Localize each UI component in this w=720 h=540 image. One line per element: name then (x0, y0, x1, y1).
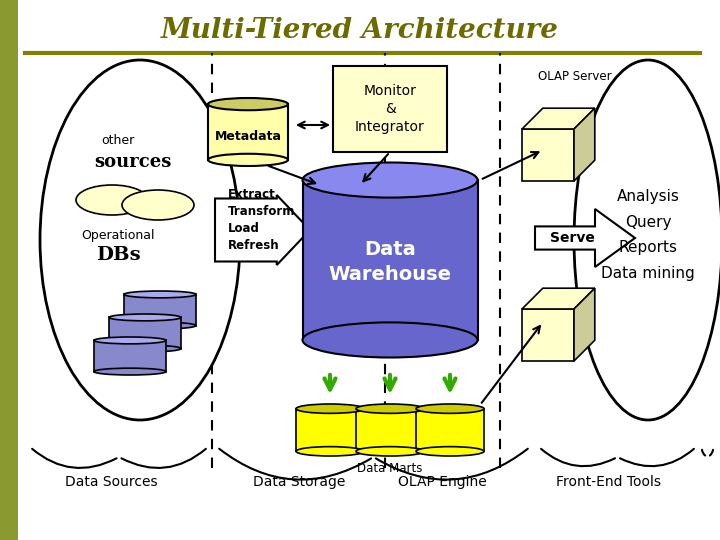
Ellipse shape (356, 404, 424, 413)
Ellipse shape (296, 404, 364, 413)
FancyBboxPatch shape (302, 180, 477, 340)
FancyBboxPatch shape (0, 0, 18, 540)
Ellipse shape (208, 98, 288, 110)
FancyBboxPatch shape (296, 409, 364, 451)
Text: Monitor
&
Integrator: Monitor & Integrator (355, 84, 425, 134)
Text: OLAP Engine: OLAP Engine (398, 475, 487, 489)
Ellipse shape (296, 447, 364, 456)
Ellipse shape (124, 322, 196, 329)
FancyBboxPatch shape (94, 340, 166, 372)
Ellipse shape (416, 404, 484, 413)
Ellipse shape (574, 60, 720, 420)
FancyBboxPatch shape (208, 104, 288, 160)
Text: Data Marts: Data Marts (357, 462, 423, 475)
Polygon shape (535, 209, 635, 267)
Ellipse shape (40, 60, 240, 420)
Polygon shape (522, 129, 574, 181)
Ellipse shape (356, 447, 424, 456)
FancyBboxPatch shape (333, 66, 447, 152)
Polygon shape (574, 288, 595, 361)
Polygon shape (574, 108, 595, 181)
Ellipse shape (76, 185, 148, 215)
Ellipse shape (94, 337, 166, 344)
Ellipse shape (122, 190, 194, 220)
Text: Metadata: Metadata (215, 131, 282, 144)
FancyBboxPatch shape (124, 294, 196, 326)
Ellipse shape (302, 163, 477, 198)
FancyBboxPatch shape (109, 318, 181, 349)
FancyBboxPatch shape (356, 409, 424, 451)
Ellipse shape (94, 368, 166, 375)
Text: DBs: DBs (96, 246, 140, 264)
Ellipse shape (109, 345, 181, 352)
Polygon shape (522, 108, 595, 129)
Ellipse shape (109, 314, 181, 321)
Ellipse shape (124, 291, 196, 298)
Ellipse shape (416, 447, 484, 456)
Text: OLAP Server: OLAP Server (538, 71, 612, 84)
Polygon shape (522, 309, 574, 361)
FancyBboxPatch shape (18, 0, 720, 540)
Text: Data Storage: Data Storage (253, 475, 345, 489)
Text: Multi-Tiered Architecture: Multi-Tiered Architecture (161, 17, 559, 44)
Polygon shape (215, 195, 310, 265)
Text: Serve: Serve (549, 231, 595, 245)
Text: Data Sources: Data Sources (66, 475, 158, 489)
Text: Extract
Transform
Load
Refresh: Extract Transform Load Refresh (228, 188, 295, 252)
Text: Data
Warehouse: Data Warehouse (328, 240, 451, 284)
FancyBboxPatch shape (416, 409, 484, 451)
Ellipse shape (208, 154, 288, 166)
Text: other: other (102, 133, 135, 146)
Ellipse shape (302, 322, 477, 357)
Text: Operational: Operational (81, 228, 155, 241)
Text: Analysis
Query
Reports
Data mining: Analysis Query Reports Data mining (601, 189, 695, 281)
Polygon shape (522, 288, 595, 309)
Text: sources: sources (94, 153, 171, 171)
Text: Front-End Tools: Front-End Tools (556, 475, 661, 489)
